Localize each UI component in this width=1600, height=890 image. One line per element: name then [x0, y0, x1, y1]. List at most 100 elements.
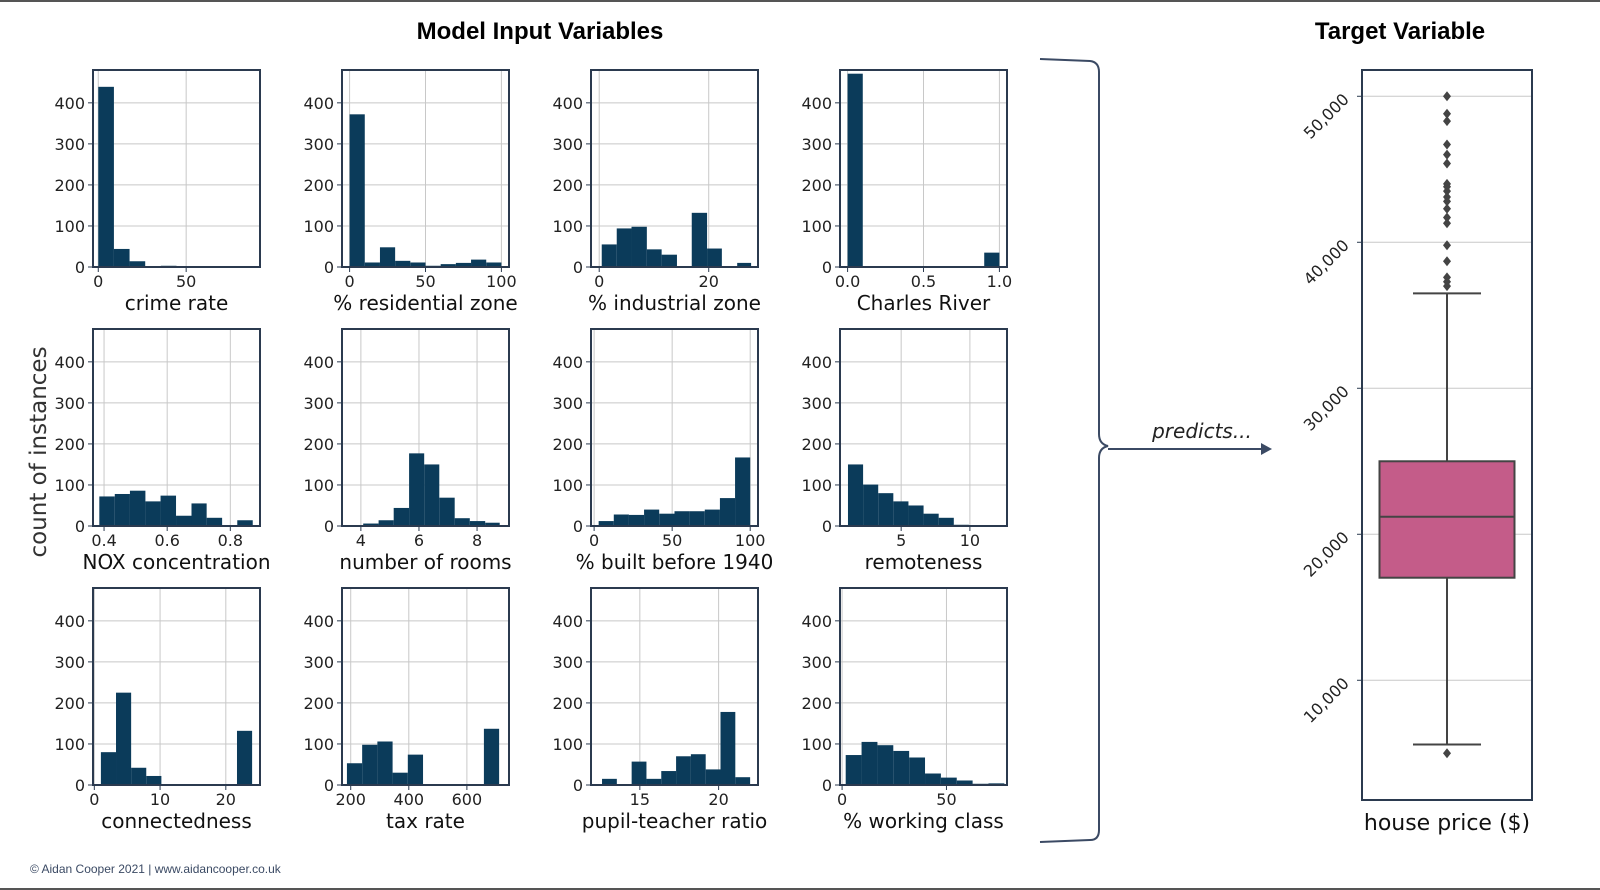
- y-tick-label: 40,000: [1300, 236, 1353, 289]
- y-tick-label: 100: [552, 217, 583, 236]
- y-axis-label: count of instances: [26, 346, 52, 557]
- y-tick-label: 300: [801, 394, 832, 413]
- histogram-bar: [455, 262, 472, 267]
- x-tick-label: 0: [344, 272, 354, 291]
- histogram-bar: [893, 501, 909, 526]
- y-tick-label: 100: [552, 735, 583, 754]
- y-tick-label: 200: [303, 694, 334, 713]
- histogram-bar: [984, 252, 1000, 267]
- histogram-bar: [707, 248, 722, 267]
- y-tick-label: 200: [54, 694, 85, 713]
- histogram-bar: [469, 521, 486, 526]
- outlier-point: [1443, 212, 1451, 223]
- histogram-bar: [485, 522, 500, 526]
- x-tick-label: 5: [896, 531, 906, 550]
- axes-frame: [341, 587, 510, 786]
- y-tick-label: 300: [303, 394, 334, 413]
- axes-frame: [1361, 69, 1533, 801]
- x-tick-label: 0.8: [218, 531, 243, 550]
- outlier-point: [1443, 192, 1451, 203]
- y-tick-label: 0: [324, 258, 334, 277]
- histogram-bar: [863, 484, 879, 526]
- y-tick-label: 300: [54, 653, 85, 672]
- histogram-bar: [407, 754, 424, 785]
- x-tick-label: 8: [472, 531, 482, 550]
- x-tick-label: 50: [176, 272, 196, 291]
- y-tick-label: 400: [552, 353, 583, 372]
- axes-frame: [92, 587, 261, 786]
- y-tick-label: 400: [303, 94, 334, 113]
- histogram-bar: [940, 777, 957, 785]
- histogram-bar: [689, 511, 705, 526]
- histogram-bar: [956, 780, 973, 785]
- x-tick-label: 10: [960, 531, 980, 550]
- bottom-border: [0, 888, 1600, 890]
- histogram-bar: [145, 501, 161, 526]
- histogram-bar: [877, 745, 894, 785]
- axes-frame: [92, 69, 261, 268]
- axes-frame: [839, 587, 1008, 786]
- y-tick-label: 400: [801, 612, 832, 631]
- x-tick-label: 600: [452, 790, 483, 809]
- x-tick-label: 50: [936, 790, 956, 809]
- y-tick-label: 0: [822, 517, 832, 536]
- histogram-3: 0 100 200 300 400 0 20% industrial zone: [552, 69, 761, 315]
- histogram-12: 0 100 200 300 400 0 50% working class: [801, 587, 1008, 833]
- outlier-point: [1443, 218, 1451, 229]
- histogram-bar: [131, 767, 147, 785]
- x-tick-label: 0: [93, 272, 103, 291]
- x-tick-label: 1.0: [987, 272, 1012, 291]
- x-axis-label: % residential zone: [333, 291, 517, 315]
- iqr-box: [1378, 460, 1516, 579]
- histogram-bar: [113, 248, 130, 267]
- y-tick-label: 200: [54, 176, 85, 195]
- histogram-bar: [129, 261, 146, 267]
- histogram-bar: [908, 505, 924, 526]
- y-tick-label: 200: [303, 435, 334, 454]
- y-tick-label: 50,000: [1300, 90, 1353, 143]
- top-border: [0, 0, 1600, 2]
- y-tick-label: 200: [801, 694, 832, 713]
- x-tick-label: 6: [414, 531, 424, 550]
- histogram-bar: [99, 496, 115, 526]
- outlier-point: [1443, 178, 1451, 189]
- copyright-footer: © Aidan Cooper 2021 | www.aidancooper.co…: [30, 862, 281, 876]
- histogram-bar: [690, 754, 706, 785]
- histogram-bar: [100, 752, 117, 785]
- x-tick-label: 20: [216, 790, 236, 809]
- y-tick-label: 300: [54, 394, 85, 413]
- histogram-bar: [392, 772, 408, 785]
- y-tick-label: 400: [552, 612, 583, 631]
- histogram-bar: [486, 262, 502, 267]
- y-tick-label: 300: [552, 394, 583, 413]
- y-tick-label: 10,000: [1300, 674, 1353, 727]
- outlier-point: [1443, 116, 1451, 127]
- histogram-bar: [705, 769, 721, 785]
- histogram-bar: [206, 517, 223, 526]
- x-tick-label: 20: [708, 790, 728, 809]
- y-tick-label: 400: [801, 353, 832, 372]
- outlier-point: [1443, 748, 1451, 759]
- outlier-point: [1443, 108, 1451, 119]
- histogram-bar: [676, 756, 691, 785]
- histogram-bar: [704, 509, 720, 526]
- y-tick-label: 200: [552, 694, 583, 713]
- y-tick-label: 300: [303, 135, 334, 154]
- histogram-bar: [616, 228, 632, 267]
- y-tick-label: 100: [54, 476, 85, 495]
- histogram-bar: [720, 711, 736, 785]
- x-tick-label: 0.4: [91, 531, 116, 550]
- histogram-bar: [598, 521, 614, 526]
- y-tick-label: 400: [54, 353, 85, 372]
- histogram-bar: [661, 771, 677, 785]
- x-tick-label: 0: [589, 531, 599, 550]
- histogram-bar: [628, 514, 645, 526]
- histogram-bar: [737, 262, 752, 267]
- y-tick-label: 100: [54, 217, 85, 236]
- histogram-bar: [909, 757, 926, 785]
- histogram-bar: [191, 503, 207, 526]
- y-tick-label: 100: [801, 217, 832, 236]
